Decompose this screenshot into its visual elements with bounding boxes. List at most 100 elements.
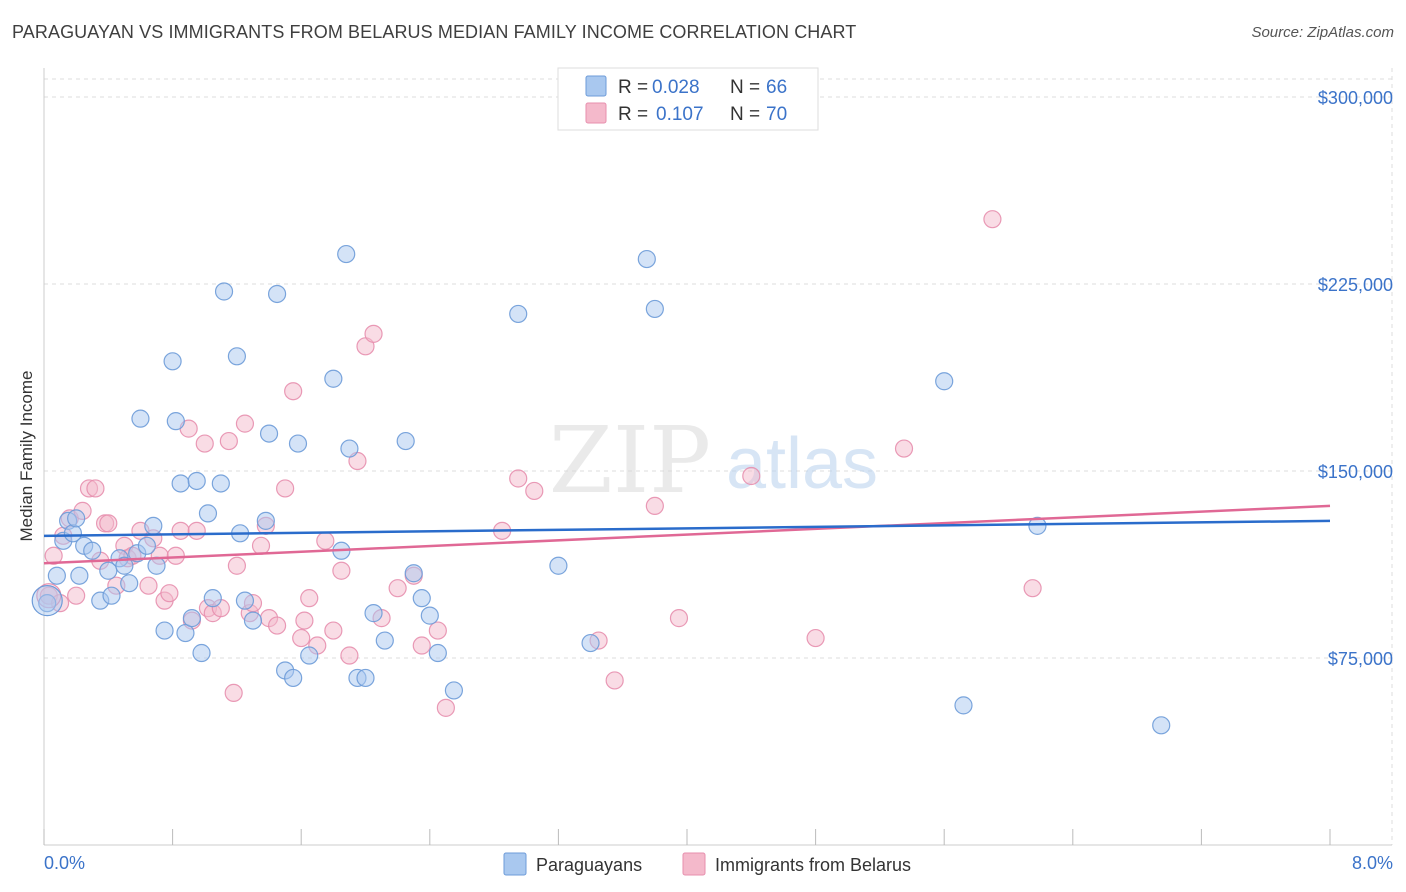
point-paraguayans bbox=[227, 347, 246, 366]
point-belarus bbox=[324, 621, 343, 640]
point-paraguayans bbox=[375, 631, 394, 650]
point-paraguayans bbox=[288, 434, 308, 453]
point-belarus bbox=[235, 414, 255, 433]
point-belarus bbox=[195, 434, 214, 453]
watermark: ZIP atlas bbox=[549, 407, 878, 514]
point-belarus bbox=[44, 546, 63, 565]
point-belarus bbox=[669, 609, 689, 628]
point-paraguayans bbox=[396, 431, 415, 451]
point-paraguayans bbox=[337, 244, 356, 264]
point-belarus bbox=[160, 584, 179, 603]
point-paraguayans bbox=[182, 609, 201, 628]
point-paraguayans bbox=[284, 668, 303, 688]
point-paraguayans bbox=[267, 284, 287, 304]
bottom-legend-belarus: Immigrants from Belarus bbox=[715, 855, 911, 875]
legend-n-value-1: 66 bbox=[766, 77, 787, 98]
point-paraguayans bbox=[1152, 716, 1171, 735]
series-paraguayans-points bbox=[31, 244, 1171, 735]
point-belarus bbox=[187, 521, 206, 540]
point-belarus bbox=[251, 536, 271, 555]
point-belarus bbox=[67, 586, 86, 605]
point-paraguayans bbox=[1028, 516, 1047, 535]
point-paraguayans bbox=[115, 556, 134, 575]
point-paraguayans bbox=[340, 439, 359, 458]
x-tick-label-max: 8.0% bbox=[1352, 853, 1393, 873]
point-paraguayans bbox=[131, 409, 150, 428]
point-paraguayans bbox=[243, 611, 263, 630]
point-belarus bbox=[509, 469, 528, 488]
point-belarus bbox=[99, 514, 118, 533]
point-belarus bbox=[139, 576, 158, 595]
point-belarus bbox=[295, 611, 314, 630]
source-label: Source: ZipAtlas.com bbox=[1251, 24, 1394, 41]
point-paraguayans bbox=[192, 643, 211, 663]
point-belarus bbox=[605, 671, 624, 690]
point-belarus bbox=[316, 531, 335, 550]
point-belarus bbox=[364, 324, 383, 343]
bottom-legend: Paraguayans Immigrants from Belarus bbox=[503, 852, 911, 876]
point-paraguayans bbox=[214, 282, 234, 301]
x-tick-labels: 0.0% 8.0% bbox=[44, 853, 1393, 873]
legend-n-label-1: N = bbox=[730, 77, 760, 98]
legend-r-value-2: 0.107 bbox=[656, 104, 704, 125]
point-belarus bbox=[428, 621, 447, 640]
point-paraguayans bbox=[198, 504, 218, 523]
point-belarus bbox=[894, 439, 914, 458]
point-paraguayans-cluster bbox=[31, 585, 63, 617]
axes bbox=[43, 68, 1392, 846]
y-tick-label: $150,000 bbox=[1318, 462, 1393, 482]
point-belarus bbox=[645, 496, 664, 516]
point-paraguayans bbox=[211, 474, 230, 493]
point-paraguayans bbox=[163, 352, 182, 371]
point-paraguayans bbox=[509, 304, 528, 324]
point-paraguayans bbox=[428, 643, 447, 663]
point-belarus bbox=[388, 579, 407, 598]
point-paraguayans bbox=[147, 556, 166, 575]
bottom-legend-paraguayans: Paraguayans bbox=[536, 855, 642, 875]
point-belarus bbox=[742, 466, 761, 486]
trend-line-belarus bbox=[43, 504, 1331, 565]
point-paraguayans bbox=[356, 668, 375, 688]
legend-r-label-1: R = bbox=[618, 77, 648, 98]
point-paraguayans bbox=[235, 591, 255, 610]
point-belarus bbox=[806, 628, 825, 648]
bottom-legend-swatch-paraguayans bbox=[503, 852, 527, 876]
point-belarus bbox=[983, 210, 1002, 229]
point-belarus bbox=[86, 479, 105, 498]
bottom-legend-swatch-belarus bbox=[682, 852, 706, 876]
point-paraguayans bbox=[70, 566, 89, 585]
point-paraguayans bbox=[102, 586, 121, 605]
point-paraguayans bbox=[954, 696, 973, 715]
point-belarus bbox=[267, 616, 287, 635]
point-paraguayans bbox=[171, 474, 190, 493]
watermark-atlas: atlas bbox=[726, 424, 878, 504]
point-paraguayans bbox=[256, 511, 275, 530]
trend-lines bbox=[43, 504, 1331, 565]
point-paraguayans bbox=[412, 589, 431, 608]
point-belarus bbox=[1023, 579, 1042, 598]
point-paraguayans bbox=[166, 412, 185, 431]
point-paraguayans bbox=[581, 633, 600, 653]
y-tick-labels: $75,000 $150,000 $225,000 $300,000 bbox=[1318, 88, 1393, 669]
point-paraguayans bbox=[187, 471, 206, 491]
point-paraguayans bbox=[259, 424, 279, 443]
legend: R = 0.028 N = 66 R = 0.107 N = 70 bbox=[557, 67, 819, 131]
point-paraguayans bbox=[420, 606, 439, 625]
point-paraguayans bbox=[549, 556, 568, 575]
point-belarus bbox=[292, 628, 311, 648]
point-paraguayans bbox=[645, 299, 664, 319]
point-paraguayans bbox=[137, 536, 156, 555]
legend-swatch-belarus bbox=[585, 102, 607, 124]
point-paraguayans bbox=[176, 623, 195, 643]
legend-r-label-2: R = bbox=[618, 104, 648, 125]
point-belarus bbox=[412, 636, 431, 655]
point-paraguayans bbox=[324, 369, 343, 388]
chart-title: PARAGUAYAN VS IMMIGRANTS FROM BELARUS ME… bbox=[12, 22, 857, 42]
point-belarus bbox=[219, 431, 238, 451]
point-belarus bbox=[284, 382, 303, 401]
point-belarus bbox=[436, 698, 455, 717]
watermark-zip: ZIP bbox=[549, 407, 711, 514]
point-belarus bbox=[340, 646, 359, 665]
point-belarus bbox=[300, 589, 319, 608]
